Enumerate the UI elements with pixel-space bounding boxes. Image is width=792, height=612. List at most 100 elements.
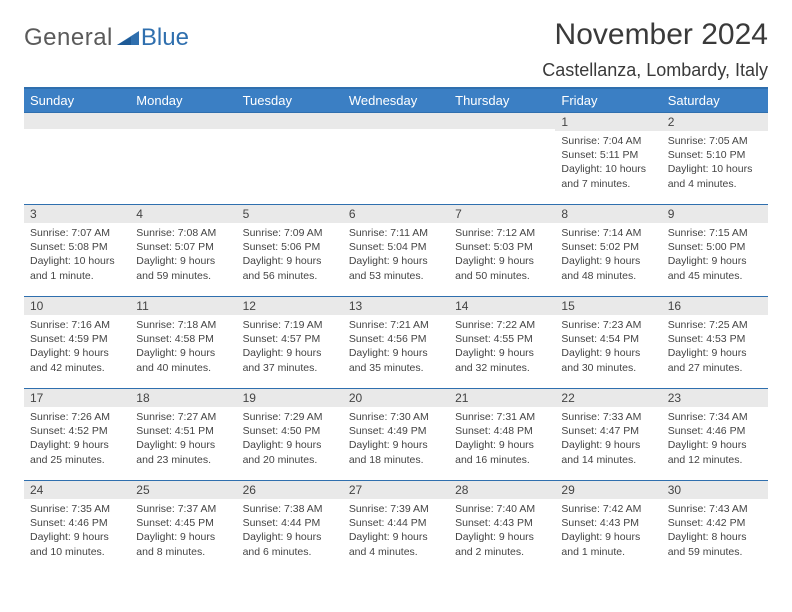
sunrise-text: Sunrise: 7:05 AM [668,134,762,148]
day-details: Sunrise: 7:11 AMSunset: 5:04 PMDaylight:… [343,223,449,287]
day-number [449,113,555,129]
day-number: 8 [555,205,661,223]
calendar-day-cell: 24Sunrise: 7:35 AMSunset: 4:46 PMDayligh… [24,481,130,573]
daylight-text: Daylight: 9 hours and 35 minutes. [349,346,443,374]
daylight-text: Daylight: 9 hours and 30 minutes. [561,346,655,374]
calendar-body: 1Sunrise: 7:04 AMSunset: 5:11 PMDaylight… [24,113,768,573]
daylight-text: Daylight: 9 hours and 1 minute. [561,530,655,558]
day-details: Sunrise: 7:30 AMSunset: 4:49 PMDaylight:… [343,407,449,471]
daylight-text: Daylight: 9 hours and 16 minutes. [455,438,549,466]
day-number: 24 [24,481,130,499]
daylight-text: Daylight: 9 hours and 53 minutes. [349,254,443,282]
calendar-week-row: 1Sunrise: 7:04 AMSunset: 5:11 PMDaylight… [24,113,768,205]
sunset-text: Sunset: 4:58 PM [136,332,230,346]
header: General Blue November 2024 Castellanza, … [24,18,768,81]
daylight-text: Daylight: 9 hours and 37 minutes. [243,346,337,374]
sunrise-text: Sunrise: 7:42 AM [561,502,655,516]
sunset-text: Sunset: 4:48 PM [455,424,549,438]
calendar-day-cell: 18Sunrise: 7:27 AMSunset: 4:51 PMDayligh… [130,389,236,481]
sunset-text: Sunset: 4:46 PM [30,516,124,530]
day-number: 25 [130,481,236,499]
calendar-day-cell: 11Sunrise: 7:18 AMSunset: 4:58 PMDayligh… [130,297,236,389]
daylight-text: Daylight: 9 hours and 25 minutes. [30,438,124,466]
day-details: Sunrise: 7:35 AMSunset: 4:46 PMDaylight:… [24,499,130,563]
sunrise-text: Sunrise: 7:09 AM [243,226,337,240]
sunrise-text: Sunrise: 7:07 AM [30,226,124,240]
day-number: 23 [662,389,768,407]
calendar-day-cell: 30Sunrise: 7:43 AMSunset: 4:42 PMDayligh… [662,481,768,573]
sunset-text: Sunset: 4:50 PM [243,424,337,438]
day-details: Sunrise: 7:29 AMSunset: 4:50 PMDaylight:… [237,407,343,471]
sunset-text: Sunset: 4:45 PM [136,516,230,530]
sunset-text: Sunset: 5:08 PM [30,240,124,254]
calendar-day-cell: 4Sunrise: 7:08 AMSunset: 5:07 PMDaylight… [130,205,236,297]
day-number: 17 [24,389,130,407]
sunrise-text: Sunrise: 7:38 AM [243,502,337,516]
day-number [237,113,343,129]
day-details: Sunrise: 7:16 AMSunset: 4:59 PMDaylight:… [24,315,130,379]
daylight-text: Daylight: 9 hours and 27 minutes. [668,346,762,374]
day-details: Sunrise: 7:18 AMSunset: 4:58 PMDaylight:… [130,315,236,379]
day-number: 7 [449,205,555,223]
calendar-day-cell: 29Sunrise: 7:42 AMSunset: 4:43 PMDayligh… [555,481,661,573]
day-number [343,113,449,129]
daylight-text: Daylight: 9 hours and 6 minutes. [243,530,337,558]
day-details: Sunrise: 7:33 AMSunset: 4:47 PMDaylight:… [555,407,661,471]
daylight-text: Daylight: 9 hours and 59 minutes. [136,254,230,282]
sunset-text: Sunset: 4:43 PM [561,516,655,530]
daylight-text: Daylight: 9 hours and 40 minutes. [136,346,230,374]
day-details: Sunrise: 7:04 AMSunset: 5:11 PMDaylight:… [555,131,661,195]
day-details: Sunrise: 7:26 AMSunset: 4:52 PMDaylight:… [24,407,130,471]
logo-text-general: General [24,24,113,52]
day-details: Sunrise: 7:23 AMSunset: 4:54 PMDaylight:… [555,315,661,379]
sunset-text: Sunset: 5:11 PM [561,148,655,162]
day-header: Friday [555,89,661,113]
day-number: 1 [555,113,661,131]
sunset-text: Sunset: 5:02 PM [561,240,655,254]
sunrise-text: Sunrise: 7:26 AM [30,410,124,424]
sunset-text: Sunset: 4:59 PM [30,332,124,346]
sunrise-text: Sunrise: 7:27 AM [136,410,230,424]
logo-text-blue: Blue [141,24,189,52]
day-number: 4 [130,205,236,223]
sunrise-text: Sunrise: 7:31 AM [455,410,549,424]
calendar-day-cell: 20Sunrise: 7:30 AMSunset: 4:49 PMDayligh… [343,389,449,481]
day-number: 15 [555,297,661,315]
calendar-day-cell: 7Sunrise: 7:12 AMSunset: 5:03 PMDaylight… [449,205,555,297]
sunrise-text: Sunrise: 7:16 AM [30,318,124,332]
daylight-text: Daylight: 9 hours and 2 minutes. [455,530,549,558]
day-header: Sunday [24,89,130,113]
sunrise-text: Sunrise: 7:12 AM [455,226,549,240]
sunrise-text: Sunrise: 7:08 AM [136,226,230,240]
daylight-text: Daylight: 9 hours and 14 minutes. [561,438,655,466]
logo-mark-icon [117,27,139,50]
day-details: Sunrise: 7:21 AMSunset: 4:56 PMDaylight:… [343,315,449,379]
calendar-day-cell: 15Sunrise: 7:23 AMSunset: 4:54 PMDayligh… [555,297,661,389]
sunrise-text: Sunrise: 7:25 AM [668,318,762,332]
sunrise-text: Sunrise: 7:21 AM [349,318,443,332]
daylight-text: Daylight: 8 hours and 59 minutes. [668,530,762,558]
calendar-day-cell: 27Sunrise: 7:39 AMSunset: 4:44 PMDayligh… [343,481,449,573]
day-details: Sunrise: 7:05 AMSunset: 5:10 PMDaylight:… [662,131,768,195]
calendar-table: Sunday Monday Tuesday Wednesday Thursday… [24,89,768,573]
sunset-text: Sunset: 5:06 PM [243,240,337,254]
sunset-text: Sunset: 4:43 PM [455,516,549,530]
day-details: Sunrise: 7:07 AMSunset: 5:08 PMDaylight:… [24,223,130,287]
day-details: Sunrise: 7:19 AMSunset: 4:57 PMDaylight:… [237,315,343,379]
calendar-week-row: 3Sunrise: 7:07 AMSunset: 5:08 PMDaylight… [24,205,768,297]
sunset-text: Sunset: 4:49 PM [349,424,443,438]
day-details: Sunrise: 7:37 AMSunset: 4:45 PMDaylight:… [130,499,236,563]
calendar-day-cell [237,113,343,205]
title-block: November 2024 Castellanza, Lombardy, Ita… [542,18,768,81]
day-details: Sunrise: 7:40 AMSunset: 4:43 PMDaylight:… [449,499,555,563]
day-header: Thursday [449,89,555,113]
calendar-day-cell: 21Sunrise: 7:31 AMSunset: 4:48 PMDayligh… [449,389,555,481]
daylight-text: Daylight: 10 hours and 1 minute. [30,254,124,282]
sunrise-text: Sunrise: 7:43 AM [668,502,762,516]
daylight-text: Daylight: 10 hours and 4 minutes. [668,162,762,190]
sunset-text: Sunset: 4:55 PM [455,332,549,346]
calendar-day-cell: 3Sunrise: 7:07 AMSunset: 5:08 PMDaylight… [24,205,130,297]
sunrise-text: Sunrise: 7:15 AM [668,226,762,240]
calendar-day-cell: 28Sunrise: 7:40 AMSunset: 4:43 PMDayligh… [449,481,555,573]
sunset-text: Sunset: 5:04 PM [349,240,443,254]
